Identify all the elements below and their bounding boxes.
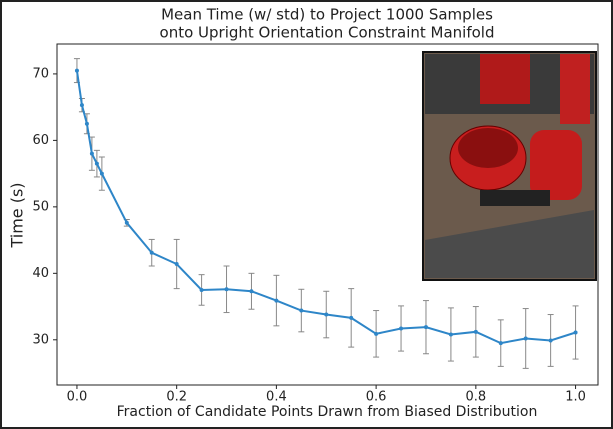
point — [224, 287, 229, 292]
x-axis-label: Fraction of Candidate Points Drawn from … — [117, 404, 538, 420]
table — [425, 210, 594, 278]
point — [448, 332, 453, 337]
point — [199, 287, 204, 292]
y-tick-label: 50 — [32, 199, 49, 214]
point — [399, 326, 404, 331]
y-tick-label: 30 — [32, 332, 49, 347]
point — [149, 250, 154, 255]
point — [423, 325, 428, 330]
point — [523, 336, 528, 341]
point — [299, 308, 304, 313]
point — [174, 262, 179, 267]
gripper-base — [480, 190, 550, 206]
point — [99, 171, 104, 176]
point — [473, 329, 478, 334]
x-tick-label: 0.2 — [166, 390, 187, 405]
point — [124, 220, 129, 225]
x-tick-label: 1.0 — [565, 390, 586, 405]
point — [573, 330, 578, 335]
chart-title: onto Upright Orientation Constraint Mani… — [160, 24, 495, 42]
x-tick-label: 0.4 — [266, 390, 287, 405]
point — [94, 161, 99, 166]
x-tick-label: 0.0 — [67, 390, 88, 405]
x-tick-label: 0.6 — [366, 390, 387, 405]
gripper — [530, 130, 582, 200]
y-tick-label: 60 — [32, 133, 49, 148]
point — [249, 289, 254, 294]
point — [349, 315, 354, 320]
point — [79, 103, 84, 108]
y-axis-label: Time (s) — [8, 182, 27, 248]
y-tick-label: 70 — [32, 66, 49, 81]
y-tick-label: 40 — [32, 266, 49, 281]
chart-title: Mean Time (w/ std) to Project 1000 Sampl… — [161, 6, 493, 24]
point — [89, 151, 94, 156]
point — [84, 121, 89, 126]
point — [548, 338, 553, 343]
x-tick-label: 0.8 — [465, 390, 486, 405]
robot-arm — [480, 54, 530, 104]
mug — [458, 128, 518, 168]
point — [74, 68, 79, 73]
inset-photo — [422, 51, 597, 281]
robot-arm — [560, 54, 590, 124]
point — [498, 341, 503, 346]
plot-area — [56, 43, 599, 386]
point — [324, 312, 329, 317]
point — [274, 298, 279, 303]
point — [374, 331, 379, 336]
